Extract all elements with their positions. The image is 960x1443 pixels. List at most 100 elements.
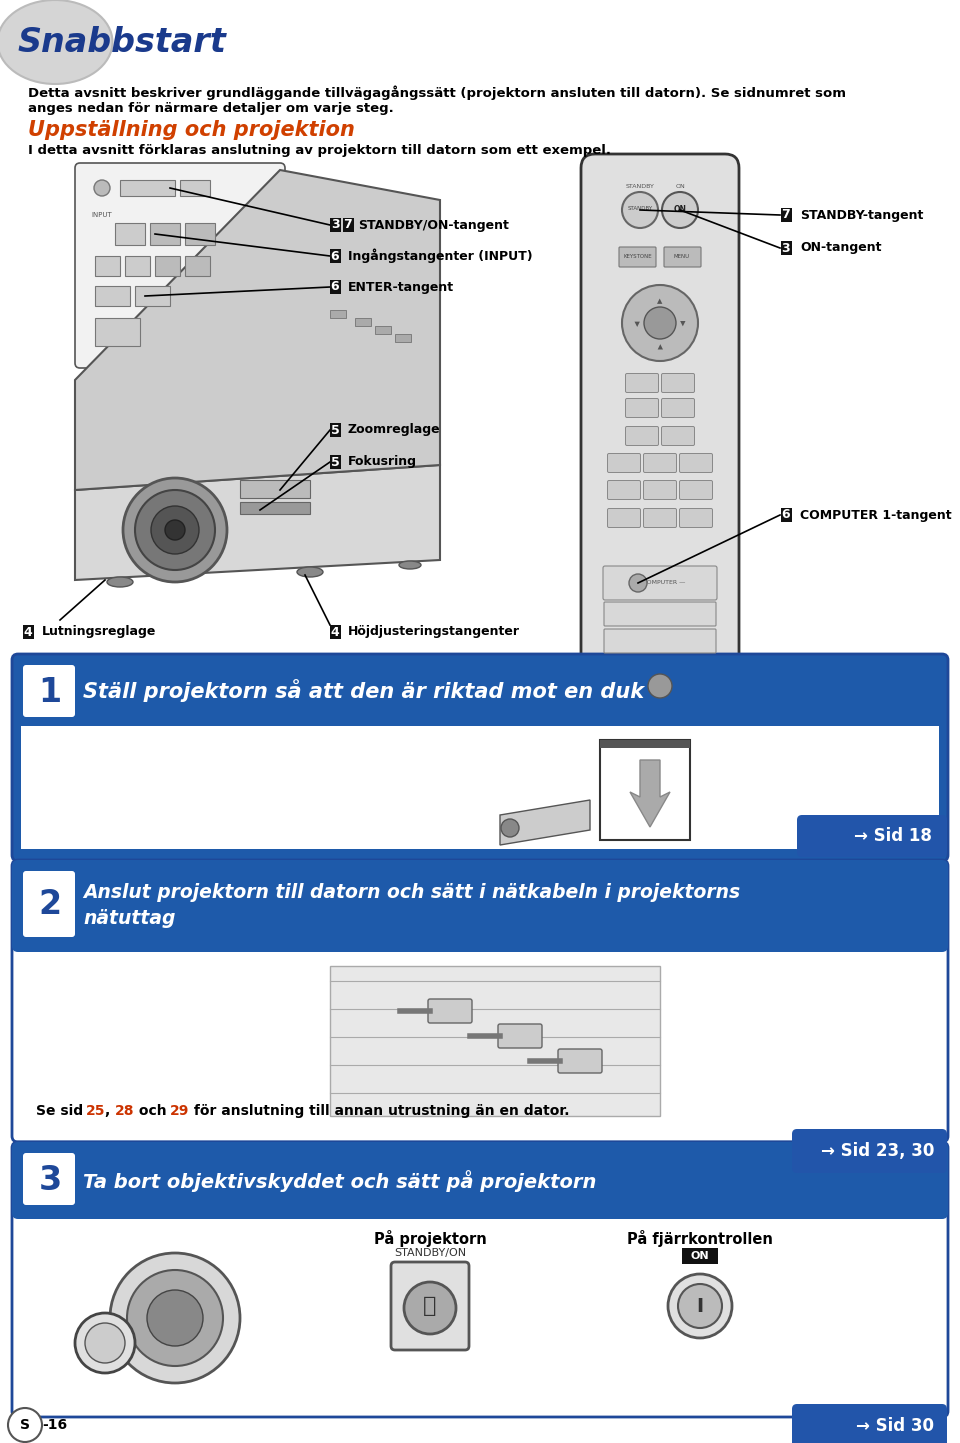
Bar	[185, 224, 215, 245]
Circle shape	[622, 192, 658, 228]
FancyBboxPatch shape	[626, 427, 659, 446]
Text: ON: ON	[674, 205, 686, 215]
FancyBboxPatch shape	[792, 1128, 947, 1173]
Ellipse shape	[0, 0, 112, 84]
Bar	[180, 180, 210, 196]
FancyBboxPatch shape	[661, 427, 694, 446]
Text: ENTER-tangent: ENTER-tangent	[348, 280, 454, 293]
Text: Snabbstart: Snabbstart	[18, 26, 227, 59]
Text: KEYSTONE: KEYSTONE	[624, 254, 652, 260]
Text: 6: 6	[781, 508, 790, 521]
Text: STANDBY/ON-tangent: STANDBY/ON-tangent	[358, 218, 509, 231]
FancyBboxPatch shape	[680, 453, 712, 472]
Text: På projektorn: På projektorn	[373, 1229, 487, 1247]
Circle shape	[94, 180, 110, 196]
FancyBboxPatch shape	[664, 247, 701, 267]
FancyBboxPatch shape	[608, 453, 640, 472]
Text: ,: ,	[106, 1104, 115, 1118]
Text: nätuttag: nätuttag	[83, 909, 176, 928]
FancyBboxPatch shape	[626, 374, 659, 392]
FancyBboxPatch shape	[581, 154, 739, 693]
Circle shape	[135, 491, 215, 570]
Text: 5: 5	[330, 423, 340, 436]
FancyBboxPatch shape	[643, 508, 677, 528]
Text: ▶: ▶	[679, 320, 685, 326]
FancyBboxPatch shape	[661, 398, 694, 417]
FancyBboxPatch shape	[428, 999, 472, 1023]
Circle shape	[644, 307, 676, 339]
FancyBboxPatch shape	[23, 665, 75, 717]
Text: COMPUTER 1-tangent: COMPUTER 1-tangent	[800, 508, 951, 521]
Circle shape	[123, 478, 227, 582]
FancyBboxPatch shape	[626, 398, 659, 417]
FancyBboxPatch shape	[661, 374, 694, 392]
Circle shape	[127, 1270, 223, 1367]
Bar	[682, 1248, 718, 1264]
Circle shape	[622, 286, 698, 361]
Circle shape	[668, 1274, 732, 1338]
Bar	[780, 241, 791, 255]
Text: ON: ON	[690, 1251, 709, 1261]
FancyBboxPatch shape	[643, 481, 677, 499]
FancyBboxPatch shape	[498, 1025, 542, 1048]
Text: 6: 6	[330, 280, 339, 293]
Bar	[330, 310, 346, 317]
Bar	[329, 455, 341, 469]
Polygon shape	[500, 799, 590, 846]
Text: 25: 25	[86, 1104, 106, 1118]
Bar	[600, 740, 690, 747]
Bar	[375, 326, 391, 333]
Circle shape	[648, 674, 672, 698]
Text: Ställ projektorn så att den är riktad mot en duk: Ställ projektorn så att den är riktad mo…	[83, 680, 644, 703]
Text: S: S	[20, 1418, 30, 1431]
Text: Anslut projektorn till datorn och sätt i nätkabeln i projektorns: Anslut projektorn till datorn och sätt i…	[83, 883, 740, 902]
Text: STANDBY/ON: STANDBY/ON	[394, 1248, 466, 1258]
Bar	[329, 250, 341, 263]
Bar	[21, 726, 939, 848]
Circle shape	[110, 1253, 240, 1382]
Bar	[95, 317, 140, 346]
FancyBboxPatch shape	[797, 815, 947, 857]
Text: ON: ON	[675, 183, 684, 189]
Ellipse shape	[297, 567, 323, 577]
FancyBboxPatch shape	[12, 860, 948, 1141]
Text: 2: 2	[38, 887, 61, 921]
Text: → Sid 30: → Sid 30	[856, 1417, 934, 1434]
Bar	[343, 218, 353, 232]
Ellipse shape	[399, 561, 421, 569]
Text: ⏻: ⏻	[423, 1296, 437, 1316]
FancyBboxPatch shape	[603, 566, 717, 600]
Polygon shape	[630, 760, 670, 827]
Text: I: I	[696, 1296, 704, 1316]
Bar	[780, 508, 791, 522]
Text: STANDBY: STANDBY	[626, 183, 655, 189]
Bar	[95, 255, 120, 276]
Bar	[600, 740, 690, 840]
Bar	[115, 224, 145, 245]
Bar	[18, 886, 942, 947]
Text: 7: 7	[781, 208, 790, 221]
FancyBboxPatch shape	[558, 1049, 602, 1074]
Circle shape	[75, 1313, 135, 1372]
FancyBboxPatch shape	[23, 1153, 75, 1205]
Text: 4: 4	[330, 625, 340, 638]
Text: På fjärrkontrollen: På fjärrkontrollen	[627, 1229, 773, 1247]
Text: 1: 1	[38, 675, 61, 709]
Circle shape	[662, 192, 698, 228]
Bar	[329, 280, 341, 294]
Bar	[22, 625, 34, 639]
FancyBboxPatch shape	[792, 1404, 947, 1443]
Circle shape	[151, 506, 199, 554]
Circle shape	[85, 1323, 125, 1364]
Text: → Sid 23, 30: → Sid 23, 30	[821, 1141, 934, 1160]
Text: Ta bort objektivskyddet och sätt på projektorn: Ta bort objektivskyddet och sätt på proj…	[83, 1170, 596, 1192]
Bar	[329, 423, 341, 437]
Bar	[329, 218, 341, 232]
Ellipse shape	[107, 577, 133, 587]
FancyBboxPatch shape	[75, 163, 285, 368]
Text: för anslutning till annan utrustning än en dator.: för anslutning till annan utrustning än …	[189, 1104, 569, 1118]
FancyBboxPatch shape	[23, 872, 75, 937]
Bar	[329, 625, 341, 639]
Text: Se sid: Se sid	[36, 1104, 88, 1118]
Text: Höjdjusteringstangenter: Höjdjusteringstangenter	[348, 625, 520, 638]
